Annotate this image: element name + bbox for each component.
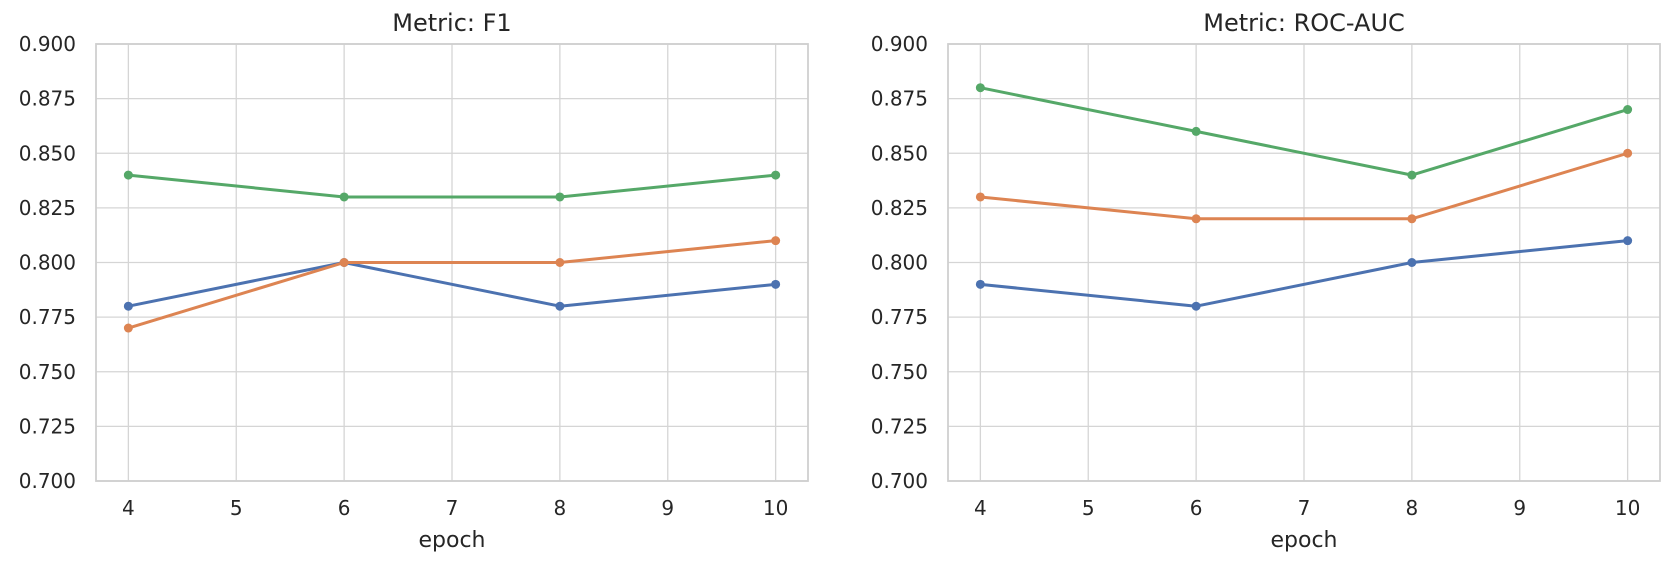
marker-series-orange: [555, 258, 565, 267]
y-tick-label: 0.775: [19, 305, 76, 329]
chart-title: Metric: ROC-AUC: [1203, 9, 1405, 37]
y-tick-label: 0.800: [871, 251, 928, 275]
x-tick-label: 8: [554, 496, 567, 520]
x-tick-label: 5: [230, 496, 243, 520]
line-series-blue: [978, 239, 1630, 308]
y-tick-label: 0.725: [871, 414, 928, 438]
subplot-metric-roc-auc: Metric: ROC-AUC 0.700 0.725 0.750 0.775 0.800…: [871, 9, 1661, 553]
line-series-orange: [978, 151, 1630, 221]
x-tick-label: 7: [1298, 496, 1311, 520]
marker-series-green: [555, 192, 565, 202]
marker-series-green: [1407, 170, 1417, 180]
line-series-orange: [126, 239, 778, 330]
y-tick-label: 0.875: [19, 87, 76, 111]
chart-title: Metric: F1: [392, 9, 511, 37]
marker-series-green: [339, 192, 349, 202]
marker-series-orange: [1623, 148, 1633, 158]
x-tick-label: 10: [763, 496, 788, 520]
x-tick-label: 5: [1082, 496, 1095, 520]
x-tick-label: 10: [1615, 496, 1640, 520]
marker-series-blue: [123, 301, 133, 311]
marker-series-green: [123, 170, 133, 180]
y-tick-label: 0.750: [19, 360, 76, 384]
line-series-blue: [126, 261, 778, 308]
marker-series-green: [1191, 126, 1201, 136]
marker-series-blue: [1407, 258, 1417, 267]
marker-series-orange: [339, 258, 349, 267]
y-tick-label: 0.825: [19, 196, 76, 220]
axes-spines: [95, 43, 809, 482]
marker-series-orange: [123, 323, 133, 333]
marker-series-blue: [1191, 301, 1201, 311]
x-tick-label: 6: [1190, 496, 1203, 520]
x-axis-label: epoch: [419, 528, 486, 553]
marker-series-blue: [555, 301, 565, 311]
axes-spines: [947, 43, 1661, 482]
line-series-green: [126, 173, 778, 199]
marker-series-blue: [975, 279, 985, 289]
y-tick-label: 0.700: [871, 469, 928, 493]
marker-series-green: [1623, 105, 1633, 115]
subplot-metric-f1: Metric: F1 0.700 0.725 0.750 0.775 0.800 0.825…: [19, 9, 809, 553]
marker-series-blue: [1623, 236, 1633, 246]
x-axis-label: epoch: [1271, 528, 1338, 553]
marker-series-orange: [1191, 214, 1201, 224]
y-tick-label: 0.900: [871, 32, 928, 56]
x-tick-label: 4: [974, 496, 987, 520]
marker-series-green: [771, 170, 781, 180]
y-tick-label: 0.775: [871, 305, 928, 329]
x-tick-label: 9: [1513, 496, 1526, 520]
y-tick-label: 0.825: [871, 196, 928, 220]
marker-series-blue: [771, 279, 781, 289]
x-tick-label: 9: [661, 496, 674, 520]
x-tick-label: 7: [446, 496, 459, 520]
y-tick-label: 0.900: [19, 32, 76, 56]
y-tick-label: 0.700: [19, 469, 76, 493]
line-series-green: [978, 86, 1630, 177]
marker-series-orange: [771, 236, 781, 246]
x-tick-label: 6: [338, 496, 351, 520]
y-tick-label: 0.725: [19, 414, 76, 438]
marker-series-green: [975, 83, 985, 93]
marker-series-orange: [975, 192, 985, 202]
y-tick-label: 0.800: [19, 251, 76, 275]
y-tick-label: 0.875: [871, 87, 928, 111]
marker-series-orange: [1407, 214, 1417, 224]
x-tick-label: 8: [1406, 496, 1419, 520]
y-tick-label: 0.850: [19, 141, 76, 165]
y-tick-label: 0.850: [871, 141, 928, 165]
y-tick-label: 0.750: [871, 360, 928, 384]
x-tick-label: 4: [122, 496, 135, 520]
